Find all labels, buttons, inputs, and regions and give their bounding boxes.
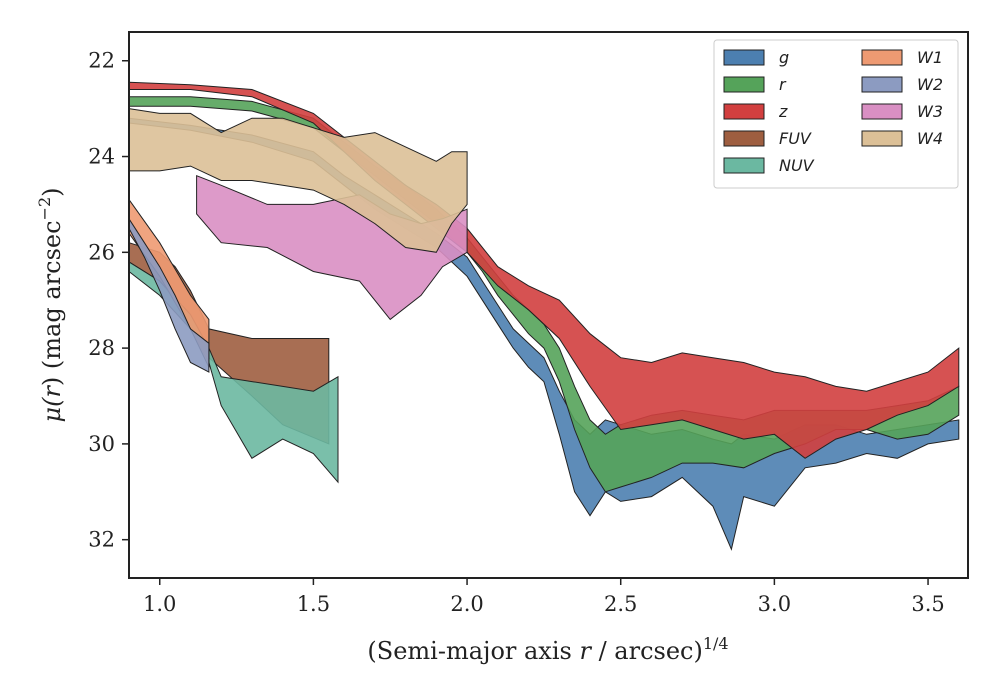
band-w2 bbox=[128, 217, 210, 373]
legend-swatch-r bbox=[723, 76, 765, 93]
x-tick-label: 1.5 bbox=[297, 592, 330, 616]
y-tick-label: 22 bbox=[88, 49, 115, 73]
band-w4 bbox=[128, 108, 468, 253]
legend: grz FUV NUV W1 W2 W3 W4 bbox=[713, 39, 959, 189]
y-tick-label: 28 bbox=[88, 336, 115, 360]
x-tick-label: 2.0 bbox=[450, 592, 483, 616]
legend-label-fuv: FUV bbox=[779, 129, 812, 148]
legend-label-r: r bbox=[779, 75, 787, 94]
legend-label-z: z bbox=[778, 102, 788, 121]
x-axis-ticks: 1.0 1.5 2.0 2.5 3.0 3.5 bbox=[143, 578, 945, 616]
x-axis-label: (Semi-major axis r / arcsec)1/4 bbox=[367, 634, 728, 665]
profile-bands bbox=[128, 81, 960, 551]
legend-swatch-nuv bbox=[723, 157, 765, 174]
x-tick-label: 1.0 bbox=[143, 592, 176, 616]
legend-swatch-g bbox=[723, 49, 765, 66]
x-tick-label: 3.0 bbox=[758, 592, 791, 616]
legend-swatch-w3 bbox=[861, 103, 903, 120]
band-w3 bbox=[196, 174, 468, 321]
legend-label-w4: W4 bbox=[917, 129, 943, 148]
y-axis-label: μ(r) (mag arcsec−2) bbox=[35, 187, 66, 422]
legend-label-w3: W3 bbox=[917, 102, 943, 121]
legend-label-w2: W2 bbox=[917, 75, 943, 94]
legend-swatch-w1 bbox=[861, 49, 903, 66]
legend-swatch-w4 bbox=[861, 130, 903, 147]
x-tick-label: 2.5 bbox=[604, 592, 637, 616]
plot-frame bbox=[128, 31, 969, 579]
legend-swatch-w2 bbox=[861, 76, 903, 93]
y-tick-label: 30 bbox=[88, 432, 115, 456]
legend-label-g: g bbox=[779, 48, 789, 67]
legend-items: grz FUV NUV W1 W2 W3 W4 bbox=[723, 48, 943, 175]
y-tick-label: 24 bbox=[88, 145, 115, 169]
legend-label-w1: W1 bbox=[917, 48, 943, 67]
y-tick-label: 32 bbox=[88, 528, 115, 552]
legend-swatch-z bbox=[723, 103, 765, 120]
y-tick-label: 26 bbox=[88, 240, 115, 264]
y-axis-ticks: 22 24 26 28 30 32 bbox=[88, 49, 129, 552]
x-tick-label: 3.5 bbox=[911, 592, 944, 616]
legend-label-nuv: NUV bbox=[779, 156, 815, 175]
legend-swatch-fuv bbox=[723, 130, 765, 147]
